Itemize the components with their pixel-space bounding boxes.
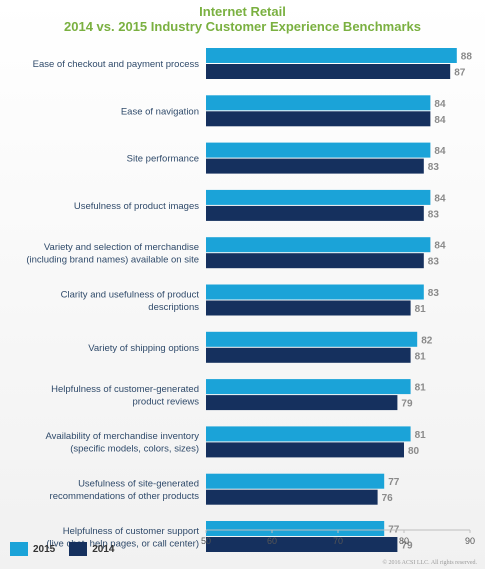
bar-2014 [206, 64, 451, 79]
category-label: Site performance [127, 154, 199, 165]
value-label-2014: 83 [428, 209, 440, 220]
value-label-2014: 80 [408, 446, 420, 457]
bar-2014 [206, 253, 424, 269]
legend-swatch-2015 [10, 542, 28, 556]
value-label-2014: 83 [428, 162, 440, 173]
value-label-2014: 79 [401, 399, 413, 410]
value-label-2015: 84 [434, 146, 446, 157]
bar-2014 [206, 442, 404, 458]
bar-2014 [206, 300, 411, 316]
x-tick-label: 60 [267, 536, 277, 546]
bar-2015 [206, 95, 431, 111]
value-label-2015: 88 [461, 52, 473, 63]
chart-subtitle: 2014 vs. 2015 Industry Customer Experien… [64, 19, 421, 34]
value-label-2014: 87 [454, 68, 466, 79]
category-label: Ease of navigation [121, 106, 199, 117]
value-label-2014: 79 [401, 541, 413, 552]
value-label-2015: 84 [434, 241, 446, 252]
category-label: Availability of merchandise inventory [46, 431, 200, 442]
legend-swatch-2014 [69, 542, 88, 556]
copyright-notice: © 2016 ACSI LLC. All rights reserved. [382, 560, 477, 566]
bar-2015 [206, 521, 385, 536]
bar-2015 [206, 189, 431, 205]
bar-2015 [206, 48, 457, 63]
chart-title: Internet Retail [199, 4, 286, 19]
value-label-2015: 84 [434, 193, 446, 204]
category-label: recommendations of other products [50, 491, 200, 502]
bar-2014 [206, 158, 424, 174]
legend: 2015 2014 [10, 542, 129, 556]
category-label: (live chat, help pages, or call center) [46, 538, 199, 549]
category-label: Clarity and usefulness of product [61, 289, 200, 300]
bar-2014 [206, 489, 378, 505]
value-label-2015: 84 [434, 99, 446, 110]
bar-2015 [206, 284, 424, 300]
category-label: Usefulness of product images [74, 201, 199, 212]
bar-2015 [206, 331, 418, 347]
category-label: Helpfulness of customer support [63, 526, 200, 537]
bar-2015 [206, 379, 411, 395]
value-label-2015: 77 [388, 477, 400, 488]
category-label: Ease of checkout and payment process [33, 59, 200, 70]
category-label: descriptions [148, 302, 199, 313]
bar-2014 [206, 537, 398, 552]
bar-2015 [206, 237, 431, 253]
category-label: product reviews [132, 396, 199, 407]
category-label: (including brand names) available on sit… [26, 254, 199, 265]
x-tick-label: 90 [465, 536, 475, 546]
value-label-2014: 81 [415, 351, 427, 362]
bar-2014 [206, 205, 424, 221]
legend-item-2015: 2015 [10, 542, 55, 556]
category-label: Helpfulness of customer-generated [51, 384, 199, 395]
bar-2015 [206, 473, 385, 489]
x-tick-label: 70 [333, 536, 343, 546]
category-label: Variety and selection of merchandise [44, 242, 199, 253]
bar-2014 [206, 347, 411, 363]
value-label-2015: 81 [415, 430, 427, 441]
value-label-2015: 83 [428, 288, 440, 299]
value-label-2014: 83 [428, 257, 440, 268]
bar-2015 [206, 142, 431, 158]
legend-label-2015: 2015 [33, 543, 56, 555]
legend-item-2014: 2014 [69, 542, 115, 556]
x-tick-label: 80 [399, 536, 409, 546]
bar-2014 [206, 111, 431, 127]
value-label-2015: 82 [421, 335, 433, 346]
bar-2015 [206, 426, 411, 442]
value-label-2014: 84 [434, 115, 446, 126]
legend-label-2014: 2014 [92, 543, 115, 555]
bar-2014 [206, 395, 398, 411]
value-label-2014: 76 [382, 493, 394, 504]
category-label: Variety of shipping options [88, 343, 199, 354]
category-label: Usefulness of site-generated [78, 478, 199, 489]
x-tick-label: 50 [201, 536, 211, 546]
value-label-2014: 81 [415, 304, 427, 315]
category-label: (specific models, colors, sizes) [70, 444, 199, 455]
value-label-2015: 81 [415, 383, 427, 394]
